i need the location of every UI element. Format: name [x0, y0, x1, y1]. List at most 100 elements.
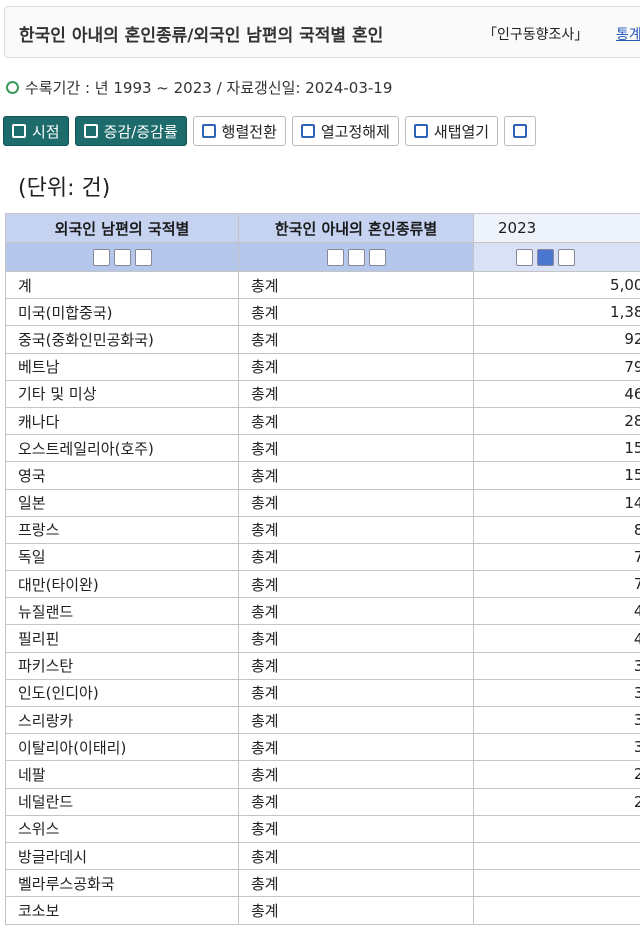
label-cell: 총계	[238, 896, 474, 925]
sort-desc[interactable]	[113, 249, 131, 266]
table-row: 일본총계143	[5, 488, 640, 517]
table-row: 대만(타이완)총계72	[5, 570, 640, 599]
sort-none[interactable]	[368, 249, 386, 266]
value-cell: 5,007	[473, 270, 640, 300]
label-cell: 총계	[238, 787, 474, 816]
label-cell: 총계	[238, 434, 474, 463]
sort-asc[interactable]	[326, 249, 344, 266]
label-cell: 총계	[238, 488, 474, 517]
sort-asc[interactable]	[92, 249, 110, 266]
label-cell: 총계	[238, 570, 474, 599]
table-row: 벨라루스공화국총계1	[5, 869, 640, 898]
label-cell: 총계	[238, 352, 474, 381]
icon	[12, 124, 26, 138]
header: 한국인 아내의 혼인종류/외국인 남편의 국적별 혼인 「인구동향조사」 통계	[4, 6, 640, 58]
column-header: 2023	[473, 213, 640, 243]
table-row: 캐나다총계281	[5, 406, 640, 436]
label-cell: 총계	[238, 461, 474, 490]
label-cell: 총계	[238, 379, 474, 408]
icon	[413, 124, 428, 138]
label-cell: 코소보	[5, 896, 239, 925]
value-cell: 1,386	[473, 298, 640, 327]
label-cell: 이탈리아(이태리)	[5, 733, 239, 762]
label-cell: 베트남	[5, 352, 239, 381]
label-cell: 미국(미합중국)	[5, 298, 239, 327]
sort-controls	[238, 242, 474, 272]
value-cell: 31	[473, 705, 640, 735]
label-cell: 총계	[238, 869, 474, 898]
table-row: 스리랑카총계31	[5, 705, 640, 735]
table-row: 베트남총계792	[5, 352, 640, 381]
label-cell: 대만(타이완)	[5, 570, 239, 599]
table-row: 이탈리아(이태리)총계30	[5, 733, 640, 762]
button-label: 증감/증감률	[103, 122, 178, 141]
toolbar-button[interactable]: 시점	[3, 116, 69, 146]
table-row: 기타 및 미상총계462	[5, 379, 640, 408]
label-cell: 총계	[238, 733, 474, 762]
value-cell: 72	[473, 570, 640, 599]
sort-none[interactable]	[558, 249, 575, 266]
label-cell: 뉴질랜드	[5, 597, 239, 626]
toolbar-button[interactable]: 새탭열기	[404, 116, 499, 146]
source-link[interactable]: 통계	[616, 27, 640, 43]
value-cell: 921	[473, 325, 640, 354]
sort-none[interactable]	[134, 249, 152, 266]
value-cell: 158	[473, 434, 640, 463]
value-cell: 36	[473, 678, 640, 708]
title: 한국인 아내의 혼인종류/외국인 남편의 국적별 혼인	[19, 26, 384, 46]
label-cell: 총계	[238, 597, 474, 626]
table-row: 네덜란드총계20	[5, 787, 640, 816]
label-cell: 총계	[238, 678, 474, 708]
table-row: 필리핀총계45	[5, 624, 640, 653]
label-cell: 총계	[238, 406, 474, 436]
toolbar-button[interactable]	[504, 116, 537, 146]
value-cell: 143	[473, 488, 640, 517]
label-cell: 총계	[238, 624, 474, 653]
period: 수록기간 : 년 1993 ~ 2023 / 자료갱신일: 2024-03-19	[25, 79, 393, 97]
value-cell: 792	[473, 352, 640, 381]
button-label: 행렬전환	[221, 122, 277, 141]
table-body: 계총계5,007미국(미합중국)총계1,386중국(중화인민공화국)총계921베…	[5, 270, 640, 925]
table-row: 파키스탄총계39	[5, 651, 640, 680]
label-cell: 총계	[238, 760, 474, 789]
column-header: 한국인 아내의 혼인종류별	[238, 213, 474, 243]
label-cell: 오스트레일리아(호주)	[5, 434, 239, 463]
label-cell: 총계	[238, 515, 474, 544]
label-cell: 캐나다	[5, 406, 239, 436]
value-cell: 80	[473, 515, 640, 544]
table-row: 방글라데시총계5	[5, 841, 640, 871]
label-cell: 중국(중화인민공화국)	[5, 325, 239, 354]
sort-desc[interactable]	[347, 249, 365, 266]
header-row: 외국인 남편의 국적별 한국인 아내의 혼인종류별 2023	[5, 213, 640, 243]
unit: (단위: 건)	[18, 176, 111, 201]
toolbar-button[interactable]: 행렬전환	[192, 116, 286, 146]
label-cell: 총계	[238, 325, 474, 354]
sort-asc[interactable]	[516, 249, 533, 266]
toolbar-button[interactable]: 증감/증감률	[74, 116, 187, 146]
table-row: 코소보총계1	[5, 896, 640, 925]
table-row: 중국(중화인민공화국)총계921	[5, 325, 640, 354]
label-cell: 총계	[238, 270, 474, 300]
value-cell: 281	[473, 406, 640, 436]
label-cell: 총계	[238, 814, 474, 843]
label-cell: 필리핀	[5, 624, 239, 653]
value-cell: 156	[473, 461, 640, 490]
table-row: 네팔총계21	[5, 760, 640, 789]
value-cell: 1	[473, 869, 640, 898]
icon	[201, 124, 216, 138]
icon	[513, 124, 528, 138]
label-cell: 벨라루스공화국	[5, 869, 239, 898]
toolbar-button[interactable]: 열고정해제	[291, 116, 399, 146]
label-cell: 계	[5, 270, 239, 300]
sort-desc[interactable]	[537, 249, 554, 266]
icon	[83, 124, 98, 138]
table-row: 뉴질랜드총계47	[5, 597, 640, 626]
label-cell: 일본	[5, 488, 239, 517]
label-cell: 파키스탄	[5, 651, 239, 680]
value-cell: 1	[473, 896, 640, 925]
icon	[6, 81, 19, 94]
data-table: 외국인 남편의 국적별 한국인 아내의 혼인종류별 2023 계총계5,007미…	[5, 213, 640, 925]
